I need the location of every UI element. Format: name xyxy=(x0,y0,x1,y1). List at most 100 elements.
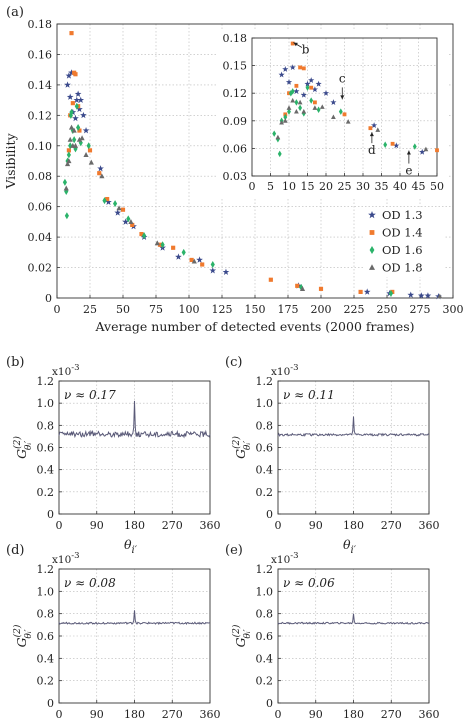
data-point xyxy=(64,212,69,220)
inset-data-point xyxy=(293,88,300,94)
y-tick-label: 0.8 xyxy=(256,608,274,621)
legend-bg xyxy=(364,224,444,242)
data-point xyxy=(87,148,93,153)
g2-trace xyxy=(58,400,211,439)
inset-background xyxy=(216,30,447,198)
y-tick-label: 0 xyxy=(266,697,273,710)
y-tick-label: 0 xyxy=(45,292,52,305)
x-tick-label: 175 xyxy=(278,303,299,316)
legend-bg xyxy=(364,259,444,277)
data-point xyxy=(210,261,215,269)
x-tick-label: 360 xyxy=(419,519,440,532)
legend-marker xyxy=(369,230,375,235)
plot-frame xyxy=(277,568,430,704)
x-tick-label: 270 xyxy=(162,519,183,532)
data-point xyxy=(71,127,77,133)
y-tick-label: 0.06 xyxy=(28,201,53,214)
inset-data-point xyxy=(419,148,426,155)
data-point xyxy=(79,135,85,141)
inset-data-point xyxy=(277,150,282,158)
inset-data-point xyxy=(305,84,310,91)
inset-data-point xyxy=(297,99,303,105)
y-tick-label: 0.8 xyxy=(37,608,55,621)
inset-data-point xyxy=(390,141,395,146)
x-tick-label: 180 xyxy=(343,519,364,532)
x-tick-label: 360 xyxy=(200,519,221,532)
y-tick-label: 0.2 xyxy=(256,675,274,688)
x-tick-label: 360 xyxy=(419,708,440,721)
x-tick-label: 270 xyxy=(162,708,183,721)
data-point xyxy=(97,171,102,176)
data-point xyxy=(390,289,395,294)
data-point xyxy=(73,72,78,77)
inset-data-point xyxy=(312,100,317,105)
data-point xyxy=(122,218,129,225)
y-tick-label: 0.6 xyxy=(256,442,274,455)
data-point xyxy=(105,196,110,202)
inset-data-point xyxy=(283,113,288,121)
annotation-arrowhead xyxy=(293,42,298,47)
x-tick-label: 180 xyxy=(343,708,364,721)
y-tick-label: 0.18 xyxy=(28,18,53,31)
y-tick-label: 1.0 xyxy=(256,397,274,410)
inset-data-point xyxy=(316,106,321,113)
x-tick-label: 90 xyxy=(90,519,104,532)
y-tick-label: 0.2 xyxy=(37,675,55,688)
legend-marker xyxy=(369,264,375,270)
x-tick-label: 75 xyxy=(149,303,163,316)
data-point xyxy=(73,96,81,103)
inset-data-point xyxy=(393,142,400,149)
data-point xyxy=(268,277,273,282)
inset-data-point xyxy=(368,126,373,131)
y-tick-label: 0.4 xyxy=(256,652,274,665)
x-tick-label: 20 xyxy=(319,180,333,193)
data-point xyxy=(80,111,87,119)
y-tick-label: 1.2 xyxy=(37,375,55,388)
y-axis-label: G(2)θᵢ′ xyxy=(231,624,253,647)
inset-data-point xyxy=(435,148,439,153)
inset-data-point xyxy=(309,85,314,90)
data-point xyxy=(70,101,75,106)
data-point xyxy=(82,127,90,134)
y-tick-label: 0.02 xyxy=(28,262,53,275)
data-point xyxy=(113,200,118,208)
y-tick-label: 0.04 xyxy=(28,231,53,244)
x-axis-label: Average number of detected events (2000 … xyxy=(94,319,414,334)
data-point xyxy=(424,292,432,299)
inset-data-point xyxy=(330,99,337,106)
data-point xyxy=(105,198,112,205)
inset-series-od-1-3 xyxy=(278,64,426,155)
data-point xyxy=(358,289,363,294)
y-tick-label: 0 xyxy=(47,697,54,710)
data-point xyxy=(154,240,160,246)
y-axis-label: G(2)θᵢ′ xyxy=(12,436,34,459)
data-point xyxy=(114,209,122,216)
x-tick-label: 125 xyxy=(212,303,233,316)
data-point xyxy=(68,124,75,130)
y-tick-label: 0.2 xyxy=(256,486,274,499)
x-tick-label: 45 xyxy=(412,180,426,193)
y-tick-label: 0.18 xyxy=(223,32,248,45)
visibility-annotation: ν ≈ 0.11 xyxy=(283,388,335,402)
plot-frame xyxy=(56,23,454,299)
inset-data-point xyxy=(300,91,307,98)
y-tick-label: 1.0 xyxy=(37,585,55,598)
annotation-arrowhead xyxy=(340,95,345,100)
data-point xyxy=(196,256,203,263)
inset-data-point xyxy=(423,146,429,152)
x-tick-label: 50 xyxy=(116,303,130,316)
x-tick-label: 150 xyxy=(245,303,266,316)
panel-e-plot: 0 90 180 270 360 0 0.2 0.4 0.6 0.8 1.0 1.2 (e) x10-3 ν… xyxy=(225,543,440,721)
visibility-annotation: ν ≈ 0.17 xyxy=(64,388,116,402)
x-axis-label: θi′ xyxy=(124,537,138,556)
data-point xyxy=(74,90,82,97)
inset-data-point xyxy=(282,118,288,123)
x-tick-label: 30 xyxy=(356,180,370,193)
data-point xyxy=(157,242,163,247)
series-od-1-8 xyxy=(63,124,443,299)
inset-data-point xyxy=(304,80,311,87)
legend-marker xyxy=(368,210,376,219)
inset-data-point xyxy=(290,41,295,46)
data-point xyxy=(76,124,81,132)
y-axis-label: Visibility xyxy=(3,132,18,189)
